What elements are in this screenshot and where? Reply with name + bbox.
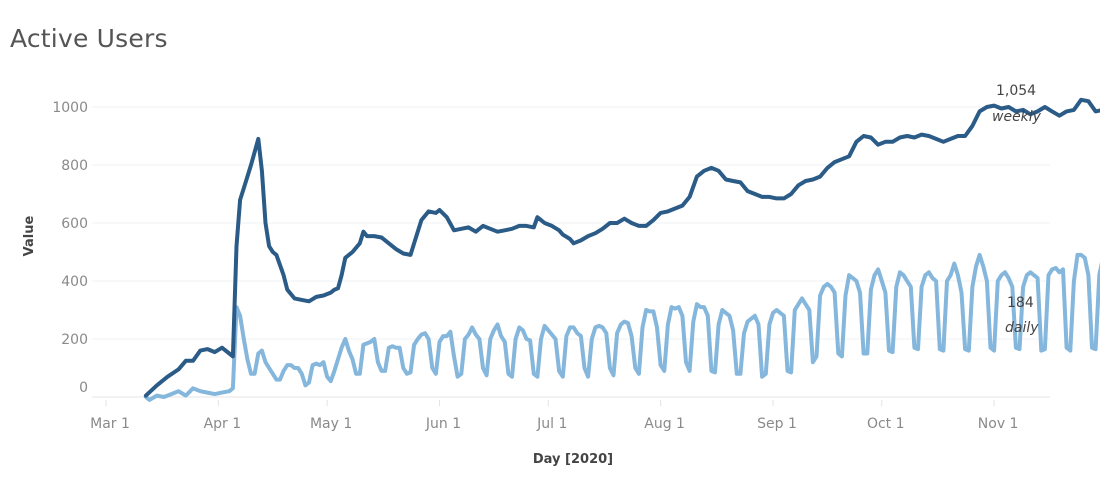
x-axis-title: Day [2020] — [533, 452, 613, 467]
y-tick-label: 800 — [61, 158, 88, 174]
gridlines — [92, 106, 1050, 398]
x-tick-label: Oct 1 — [867, 416, 905, 432]
x-tick-label: May 1 — [310, 416, 352, 432]
y-tick-label: 0 — [79, 380, 88, 396]
weekly-series-label: weekly — [992, 109, 1042, 125]
x-tick-label: Aug 1 — [644, 416, 685, 432]
y-tick-label: 400 — [61, 274, 88, 290]
x-tick-label: Jul 1 — [536, 416, 567, 432]
chart-title: Active Users — [10, 24, 168, 53]
weekly-line — [143, 97, 1100, 398]
weekly-end-value: 1,054 — [996, 83, 1036, 99]
daily-line — [143, 252, 1100, 402]
series-lines — [143, 97, 1100, 402]
y-tick-label: 1000 — [52, 100, 88, 116]
daily-end-value: 184 — [1007, 295, 1034, 311]
x-tick-label: Sep 1 — [757, 416, 797, 432]
end-labels: 1,054 weekly 184 daily — [992, 83, 1042, 336]
daily-series-label: daily — [1005, 320, 1039, 336]
y-tick-label: 200 — [61, 332, 88, 348]
y-tick-label: 600 — [61, 216, 88, 232]
y-axis-ticks: 0 200 400 600 800 1000 — [52, 100, 88, 396]
x-tick-label: Mar 1 — [90, 416, 130, 432]
y-axis-title: Value — [22, 215, 37, 256]
x-axis-ticks: Mar 1 Apr 1 May 1 Jun 1 Jul 1 Aug 1 Sep 1 Oct 1… — [90, 400, 1018, 432]
x-tick-label: Nov 1 — [978, 416, 1019, 432]
x-tick-label: Apr 1 — [204, 416, 242, 432]
x-tick-label: Jun 1 — [425, 416, 461, 432]
